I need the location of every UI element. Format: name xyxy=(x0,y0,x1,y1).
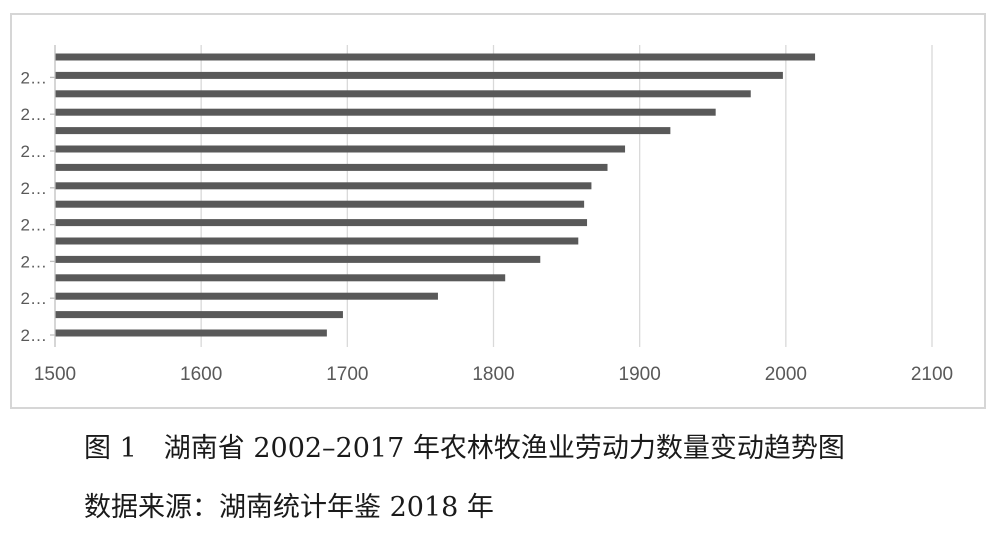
bar xyxy=(55,329,327,337)
x-tick-label: 1500 xyxy=(34,364,76,385)
bar xyxy=(55,311,343,319)
bar xyxy=(55,200,585,208)
x-tick-label: 1700 xyxy=(326,364,368,385)
bar xyxy=(55,274,506,282)
bar xyxy=(55,255,541,263)
bar xyxy=(55,145,626,153)
bar xyxy=(55,108,716,116)
data-source-note: 数据来源：湖南统计年鉴 2018 年 xyxy=(84,492,494,523)
x-tick-label: 1800 xyxy=(472,364,514,385)
x-tick-label: 2100 xyxy=(911,364,953,385)
y-tick-label: 2… xyxy=(21,68,47,87)
y-tick-label: 2… xyxy=(21,105,47,124)
y-tick-label: 2… xyxy=(21,289,47,308)
bar xyxy=(55,127,671,135)
x-tick-label: 1600 xyxy=(180,364,222,385)
y-tick-label: 2… xyxy=(21,142,47,161)
bar xyxy=(55,163,608,171)
bar xyxy=(55,90,751,98)
y-tick-label: 2… xyxy=(21,252,47,271)
bar xyxy=(55,237,579,245)
bar xyxy=(55,292,438,300)
bar xyxy=(55,182,592,190)
y-tick-label: 2… xyxy=(21,326,47,345)
chart-frame: 2… 2… 2… 2… 2… 2… 2… 2… 1500 1600 1700 1800 1900 2000… xyxy=(10,13,986,409)
bar xyxy=(55,219,588,227)
x-tick-label: 2000 xyxy=(765,364,807,385)
y-tick-label: 2… xyxy=(21,216,47,235)
y-tick-label: 2… xyxy=(21,179,47,198)
bar-chart: 2… 2… 2… 2… 2… 2… 2… 2… 1500 1600 1700 1800 1900 2000… xyxy=(21,45,953,385)
x-tick-label: 1900 xyxy=(619,364,661,385)
bar xyxy=(55,53,816,61)
bar xyxy=(55,71,783,79)
figure-caption: 图 1 湖南省 2002–2017 年农林牧渔业劳动力数量变动趋势图 xyxy=(84,433,845,464)
